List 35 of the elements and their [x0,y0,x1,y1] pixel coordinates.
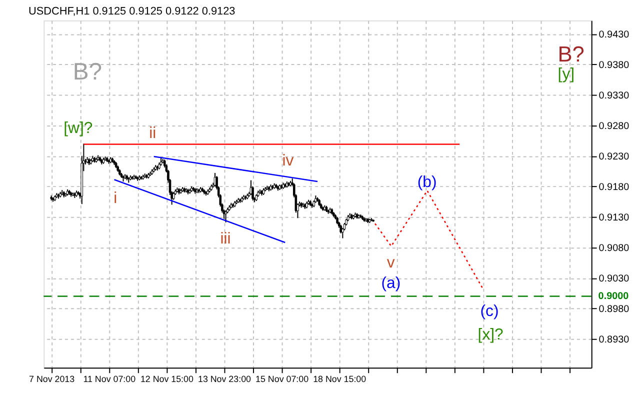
y-tick-label: 0.9330 [598,90,630,102]
y-tick-label: 0.9080 [598,242,630,254]
x-tick-label: 13 Nov 23:00 [198,374,252,384]
annotation: iii [220,230,231,248]
y-tick-label: 0.8930 [598,334,630,346]
x-tick-label: 18 Nov 15:00 [313,374,366,384]
y-tick-label: 0.9130 [598,212,630,224]
y-tick-label: 0.9280 [598,120,630,132]
chart-title: USDCHF,H1 0.9125 0.9125 0.9122 0.9123 [28,5,236,18]
annotation: (b) [417,174,437,191]
candlestick [342,227,344,239]
ref-line-label: 0.9000 [598,291,630,302]
y-tick-label: 0.9030 [598,273,630,284]
y-tick-label: 0.9430 [598,29,630,40]
y-tick-label: 0.9380 [598,60,630,71]
y-tick-label: 0.9230 [598,151,630,162]
annotation: [w]? [64,120,93,137]
annotation: B? [558,41,584,66]
annotation: iv [282,152,294,170]
annotation: B? [72,58,102,86]
annotation: [y] [558,66,575,84]
annotation: [x]? [478,326,504,344]
annotation: ii [149,125,156,142]
annotation: (c) [480,302,499,320]
candlestick [224,210,227,223]
y-tick-label: 0.8980 [598,304,630,315]
annotation: i [114,190,118,208]
line-series [374,190,484,290]
y-tick-label: 0.9180 [598,182,630,193]
x-tick-label: 12 Nov 15:00 [140,374,194,384]
x-tick-label: 7 Nov 2013 [29,374,75,384]
annotation: v [386,254,395,272]
x-tick-label: 15 Nov 07:00 [256,374,309,384]
annotation: (a) [381,275,401,292]
x-tick-label: 11 Nov 07:00 [83,374,136,384]
